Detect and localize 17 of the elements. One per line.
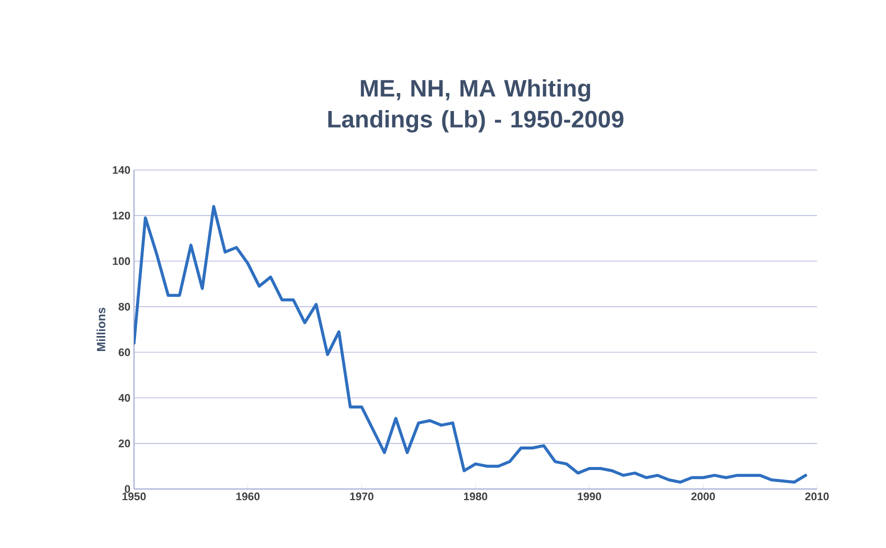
x-tick-label: 2000: [691, 492, 715, 500]
x-tick-label: 1970: [350, 492, 374, 500]
y-tick-label: 140: [112, 166, 130, 174]
y-axis-title: Millions: [96, 308, 106, 351]
x-tick-label: 1960: [236, 492, 260, 500]
y-tick-label: 80: [118, 302, 130, 311]
x-tick-label: 1950: [122, 492, 146, 500]
y-tick-label: 60: [118, 348, 130, 356]
y-tick-label: 20: [118, 440, 130, 448]
x-tick-label: 2010: [805, 492, 829, 500]
x-tick-label: 1990: [578, 492, 602, 500]
y-tick-label: 100: [112, 257, 130, 266]
chart-title: ME, NH, MA Whiting Landings (Lb) - 1950-2009: [328, 79, 624, 132]
x-tick-label: 1980: [464, 492, 488, 500]
y-tick-label: 0: [124, 485, 130, 493]
y-tick-label: 120: [112, 212, 130, 220]
y-tick-label: 40: [118, 394, 130, 402]
